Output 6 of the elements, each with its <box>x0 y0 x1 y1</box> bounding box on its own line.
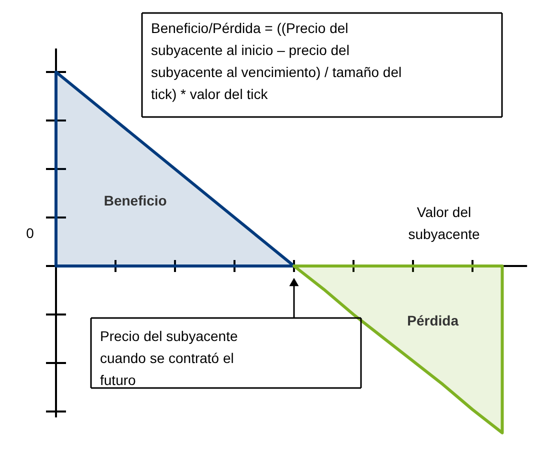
series-label: Pérdida <box>407 312 459 329</box>
text: 0 <box>26 225 34 241</box>
x-axis-title: Valor del subyacente <box>408 204 480 242</box>
annotation: Precio del subyacente cuando se contrató el futuro <box>100 328 238 388</box>
annotation: Beneficio/Pérdida = ((Precio del subyacente al inicio – precio del subyacente al vencimiento) / tamaño del tick) * valor del tick <box>151 20 402 102</box>
series-label: Beneficio <box>104 192 167 208</box>
